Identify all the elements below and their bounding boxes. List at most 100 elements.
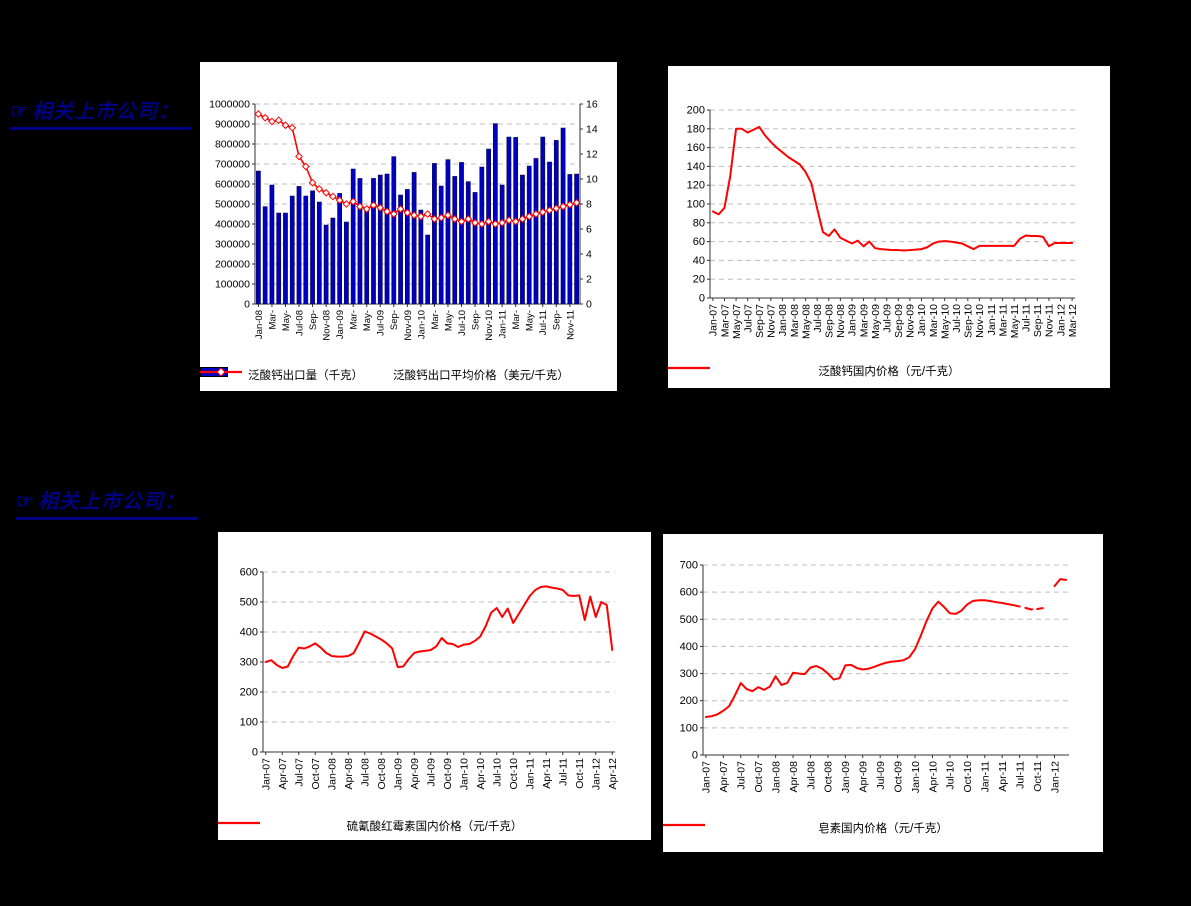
svg-text:Oct-11: Oct-11 — [1032, 761, 1044, 792]
svg-text:May-: May- — [525, 310, 536, 331]
svg-text:Jan-08: Jan-08 — [777, 304, 789, 336]
pointing-hand-icon: ☞ — [16, 491, 35, 513]
legend-item: 泛酸钙出口量（千克） — [200, 367, 364, 383]
svg-text:Oct-07: Oct-07 — [310, 758, 322, 790]
related-companies-heading-1: ☞ 相关上市公司： — [10, 95, 191, 130]
svg-text:Jul-11: Jul-11 — [1014, 761, 1026, 789]
svg-text:0: 0 — [586, 299, 592, 311]
svg-text:Apr-08: Apr-08 — [788, 761, 800, 793]
svg-text:10: 10 — [586, 174, 598, 186]
svg-text:Jul-08: Jul-08 — [805, 761, 817, 790]
svg-text:Sep-07: Sep-07 — [754, 304, 766, 338]
legend-label: 泛酸钙出口量（千克） — [248, 370, 364, 382]
legend-item: 硫氰酸红霉素国内价格（元/千克） — [218, 818, 523, 834]
svg-text:May-09: May-09 — [870, 304, 882, 339]
chart-legend: 泛酸钙国内价格（元/千克） — [668, 363, 1110, 379]
svg-text:600: 600 — [680, 587, 698, 599]
chart-canvas: 0 100 200 300 400 500 600 Jan-07 Apr-07 Jul-07 Oct… — [240, 567, 619, 791]
svg-text:Nov-10: Nov-10 — [974, 304, 986, 338]
svg-text:4: 4 — [586, 249, 592, 261]
related-companies-heading-2: ☞ 相关上市公司： — [16, 485, 197, 520]
svg-text:Oct-10: Oct-10 — [508, 758, 520, 790]
svg-text:400: 400 — [240, 627, 258, 639]
svg-text:Jul-10: Jul-10 — [945, 761, 957, 790]
section-label-text: 相关上市公司： — [31, 101, 179, 123]
section-label-text: 相关上市公司： — [37, 491, 185, 513]
svg-text:Jul-10: Jul-10 — [492, 758, 504, 787]
svg-text:Mar-: Mar- — [349, 310, 360, 330]
svg-text:Jan-11: Jan-11 — [525, 758, 537, 789]
svg-text:Jan-12: Jan-12 — [1055, 304, 1067, 336]
svg-text:Apr-11: Apr-11 — [541, 758, 553, 789]
svg-text:Oct-09: Oct-09 — [892, 761, 904, 793]
svg-text:Jan-11: Jan-11 — [986, 304, 998, 335]
svg-text:20: 20 — [693, 274, 705, 286]
svg-text:Jul-09: Jul-09 — [376, 310, 387, 336]
svg-text:Jul-10: Jul-10 — [951, 304, 963, 333]
svg-text:Jan-12: Jan-12 — [591, 758, 603, 790]
chart-canvas: 0 100000 200000 300000 400000 500000 600000 700… — [209, 99, 598, 341]
svg-text:Jul-07: Jul-07 — [742, 304, 754, 333]
svg-text:300000: 300000 — [215, 239, 250, 251]
svg-text:Jan-10: Jan-10 — [459, 758, 471, 790]
chart-legend: 硫氰酸红霉素国内价格（元/千克） — [218, 818, 651, 834]
svg-text:Mar-08: Mar-08 — [789, 304, 801, 337]
svg-text:Nov-10: Nov-10 — [484, 310, 495, 341]
pointing-hand-icon: ☞ — [10, 101, 29, 123]
legend-label: 硫氰酸红霉素国内价格（元/千克） — [346, 821, 523, 833]
svg-text:May-07: May-07 — [731, 304, 743, 339]
svg-text:Oct-10: Oct-10 — [962, 761, 974, 793]
svg-text:Jul-10: Jul-10 — [457, 310, 468, 336]
svg-text:Jan-09: Jan-09 — [335, 310, 346, 339]
line-swatch-icon — [668, 366, 710, 370]
line-swatch-icon — [663, 823, 705, 827]
svg-text:200: 200 — [687, 105, 705, 117]
svg-text:Apr-07: Apr-07 — [277, 758, 289, 790]
line-swatch-icon — [200, 367, 242, 377]
svg-text:Apr-10: Apr-10 — [475, 758, 487, 790]
calcium-pantothenate-domestic-price-chart: 0 20 40 60 80 100 120 140 160 180 200 Jan-07 Mar-07 M… — [668, 66, 1110, 388]
svg-text:Jan-12: Jan-12 — [1049, 761, 1061, 793]
svg-text:Jul-11: Jul-11 — [558, 758, 570, 786]
svg-text:Sep-: Sep- — [470, 310, 481, 330]
svg-text:Jan-08: Jan-08 — [254, 310, 265, 339]
svg-text:600000: 600000 — [215, 179, 250, 191]
svg-text:0: 0 — [699, 293, 705, 305]
svg-text:80: 80 — [693, 217, 705, 229]
saponin-domestic-price-chart: 0 100 200 300 400 500 600 700 Jan-07 Apr-07 Jul-07… — [663, 534, 1103, 852]
svg-text:Sep-09: Sep-09 — [893, 304, 905, 338]
svg-text:May-10: May-10 — [939, 304, 951, 339]
svg-text:Jul-11: Jul-11 — [538, 310, 549, 335]
svg-text:Jan-11: Jan-11 — [980, 761, 992, 792]
svg-text:500: 500 — [680, 614, 698, 626]
svg-text:Nov-08: Nov-08 — [835, 304, 847, 338]
svg-text:Apr-10: Apr-10 — [927, 761, 939, 793]
svg-text:Apr-11: Apr-11 — [997, 761, 1009, 792]
calcium-pantothenate-export-chart: 0 100000 200000 300000 400000 500000 600000 700… — [200, 62, 617, 391]
svg-text:Jan-09: Jan-09 — [840, 761, 852, 793]
svg-text:Jan-08: Jan-08 — [770, 761, 782, 793]
svg-text:May-: May- — [443, 310, 454, 331]
svg-text:Mar-12: Mar-12 — [1067, 304, 1079, 337]
svg-text:Jul-07: Jul-07 — [736, 761, 748, 790]
svg-text:600: 600 — [240, 567, 258, 579]
svg-text:0: 0 — [244, 299, 250, 311]
svg-text:200: 200 — [240, 687, 258, 699]
svg-text:0: 0 — [252, 747, 258, 759]
svg-text:May-08: May-08 — [800, 304, 812, 339]
svg-text:Jul-07: Jul-07 — [294, 758, 306, 787]
chart-legend: 泛酸钙出口量（千克） 泛酸钙出口平均价格（美元/千克） — [200, 367, 617, 383]
svg-text:Jan-11: Jan-11 — [498, 310, 509, 338]
legend-item: 皂素国内价格（元/千克） — [663, 820, 948, 836]
svg-text:8: 8 — [586, 199, 592, 211]
svg-text:400000: 400000 — [215, 219, 250, 231]
svg-text:200: 200 — [680, 695, 698, 707]
svg-text:Jul-08: Jul-08 — [294, 310, 305, 336]
svg-text:May-: May- — [362, 310, 373, 331]
svg-text:Jul-09: Jul-09 — [426, 758, 438, 787]
svg-text:Apr-07: Apr-07 — [718, 761, 730, 793]
svg-text:140: 140 — [687, 161, 705, 173]
svg-text:Nov-11: Nov-11 — [565, 310, 576, 340]
svg-text:Apr-12: Apr-12 — [607, 758, 619, 790]
svg-text:Nov-07: Nov-07 — [766, 304, 778, 338]
